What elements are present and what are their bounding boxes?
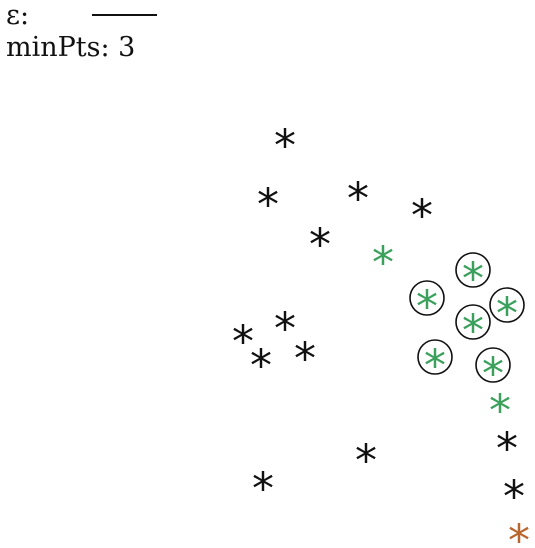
point-noise: *: [355, 436, 377, 487]
asterisk-glyph: *: [355, 436, 377, 487]
point-border: *: [372, 238, 394, 289]
asterisk-glyph: *: [294, 334, 316, 385]
point-core: *: [409, 280, 445, 333]
point-core: *: [455, 252, 491, 305]
epsilon-neighborhood-circle: [409, 280, 445, 316]
point-noise: *: [257, 180, 279, 231]
point-noise: *: [274, 121, 296, 172]
point-core: *: [455, 304, 491, 357]
asterisk-glyph: *: [489, 386, 511, 437]
asterisk-glyph: *: [482, 349, 504, 400]
epsilon-neighborhood-circle: [455, 304, 491, 340]
epsilon-neighborhood-circle: [417, 339, 453, 375]
epsilon-neighborhood-circle: [489, 287, 525, 323]
asterisk-glyph: *: [250, 341, 272, 392]
epsilon-neighborhood-circle: [475, 347, 511, 383]
asterisk-glyph: *: [252, 464, 274, 515]
asterisk-glyph: *: [274, 304, 296, 355]
point-noise: *: [503, 472, 525, 523]
point-core: *: [489, 287, 525, 340]
asterisk-glyph: *: [372, 238, 394, 289]
dbscan-parameters: ε: minPts: 3: [6, 0, 135, 64]
epsilon-radius-line: [92, 14, 157, 16]
point-noise: *: [347, 174, 369, 225]
asterisk-glyph: *: [424, 341, 446, 392]
asterisk-glyph: *: [503, 472, 525, 523]
point-core: *: [417, 339, 453, 392]
asterisk-glyph: *: [411, 191, 433, 242]
point-core: *: [475, 347, 511, 400]
point-noise: *: [250, 341, 272, 392]
point-noise: *: [294, 334, 316, 385]
minpts-label: minPts: 3: [6, 32, 136, 63]
point-noise: *: [309, 220, 331, 271]
point-noise: *: [411, 191, 433, 242]
asterisk-glyph: *: [462, 306, 484, 357]
asterisk-glyph: *: [508, 516, 530, 548]
asterisk-glyph: *: [274, 121, 296, 172]
asterisk-glyph: *: [232, 317, 254, 368]
epsilon-neighborhood-circle: [455, 252, 491, 288]
asterisk-glyph: *: [416, 282, 438, 333]
asterisk-glyph: *: [496, 289, 518, 340]
asterisk-glyph: *: [496, 424, 518, 475]
asterisk-glyph: *: [309, 220, 331, 271]
asterisk-glyph: *: [347, 174, 369, 225]
point-noise: *: [496, 424, 518, 475]
point-border: *: [489, 386, 511, 437]
epsilon-label: ε:: [6, 0, 30, 31]
point-noise: *: [274, 304, 296, 355]
point-outlier: *: [508, 516, 530, 548]
point-noise: *: [232, 317, 254, 368]
asterisk-glyph: *: [257, 180, 279, 231]
point-noise: *: [252, 464, 274, 515]
asterisk-glyph: *: [462, 254, 484, 305]
